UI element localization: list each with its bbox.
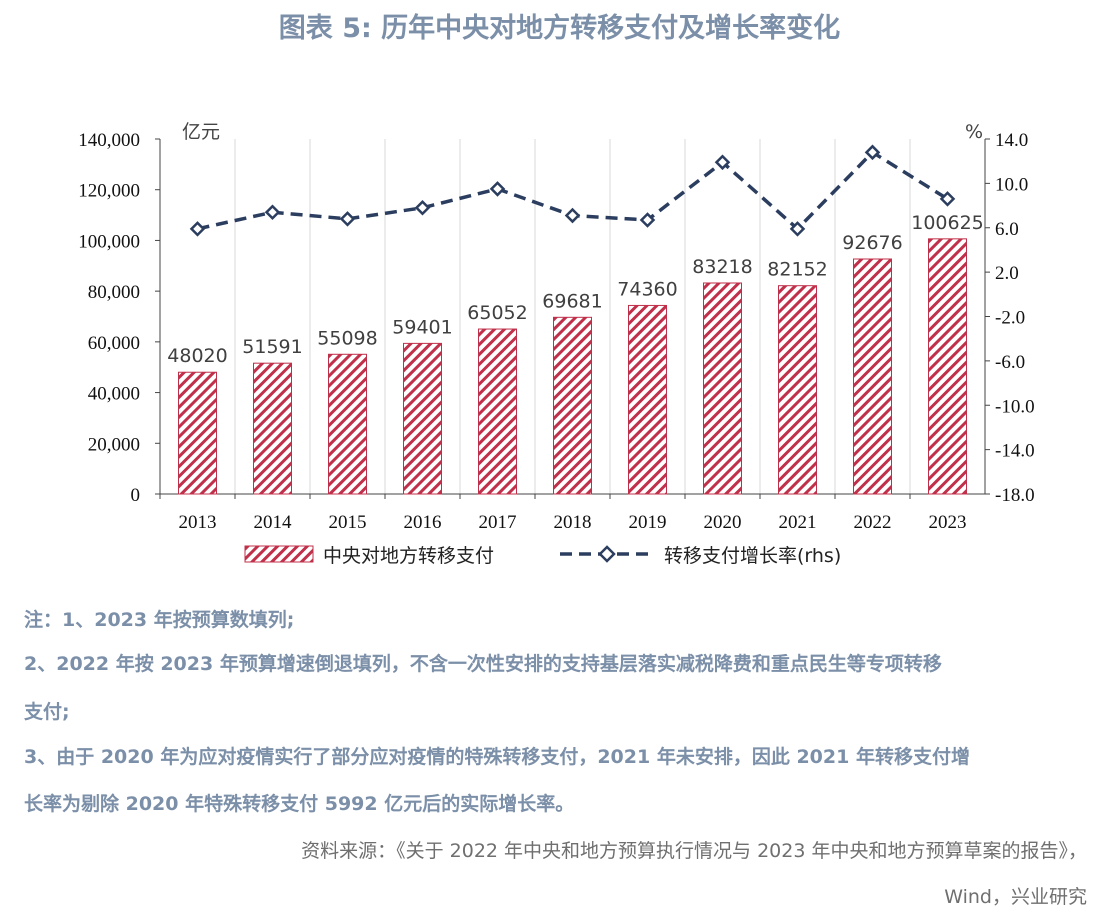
bar: [253, 362, 292, 495]
source-line-2: Wind，兴业研究: [944, 886, 1087, 908]
bar-value-label: 69681: [542, 290, 602, 312]
note-3: 3、由于 2020 年为应对疫情实行了部分应对疫情的特殊转移支付，2021 年未…: [24, 746, 970, 768]
legend-line-marker: [598, 545, 616, 563]
growth-rate-point: [639, 212, 656, 228]
growth-rate-point: [414, 200, 431, 216]
right-tick-label: 2.0: [995, 263, 1019, 284]
right-tick-label: -2.0: [995, 308, 1025, 329]
bar: [178, 371, 217, 495]
growth-rate-point: [189, 221, 206, 237]
right-tick-label: -10.0: [995, 396, 1035, 417]
growth-rate-point: [789, 221, 806, 237]
x-tick-label: 2017: [479, 512, 517, 533]
left-axis-unit: 亿元: [182, 121, 220, 143]
bar: [478, 328, 517, 495]
left-tick-label: 0: [131, 485, 141, 506]
note-2-cont: 支付;: [24, 701, 70, 723]
growth-rate-point: [489, 181, 506, 197]
legend-line-label: 转移支付增长率(rhs): [664, 545, 841, 567]
chart-title: 图表 5: 历年中央对地方转移支付及增长率变化: [278, 13, 841, 44]
bar-value-label: 74360: [617, 278, 677, 300]
growth-rate-point: [714, 154, 731, 171]
x-tick-label: 2021: [779, 512, 817, 533]
bar-value-label: 59401: [392, 316, 452, 338]
x-tick-label: 2023: [929, 512, 967, 533]
growth-rate-point: [864, 144, 881, 161]
bar-value-label: 83218: [692, 256, 752, 278]
left-tick-label: 80,000: [88, 282, 140, 303]
x-tick-label: 2015: [329, 512, 367, 533]
right-tick-label: 6.0: [995, 219, 1019, 240]
right-tick-label: 14.0: [995, 130, 1028, 151]
bar: [778, 285, 817, 495]
legend-bar-swatch: [244, 545, 314, 563]
bar-value-label: 48020: [167, 345, 227, 367]
bar-value-label: 65052: [467, 302, 527, 324]
left-tick-label: 140,000: [78, 130, 140, 151]
bar: [853, 258, 892, 495]
bar: [628, 304, 667, 495]
x-tick-label: 2016: [404, 512, 442, 533]
bar: [403, 342, 442, 495]
bar: [928, 238, 967, 495]
x-tick-label: 2019: [629, 512, 667, 533]
left-tick-label: 60,000: [88, 333, 140, 354]
growth-rate-point: [564, 207, 581, 224]
growth-rate-point: [939, 191, 956, 207]
bar-value-label: 82152: [767, 259, 827, 281]
bar: [703, 282, 742, 495]
x-tick-label: 2022: [854, 512, 892, 533]
bar-value-label: 92676: [842, 232, 902, 254]
left-tick-label: 120,000: [78, 181, 140, 202]
left-tick-label: 100,000: [78, 231, 140, 252]
left-tick-label: 20,000: [88, 434, 140, 455]
bar-value-label: 100625: [911, 212, 984, 234]
legend-bar-label: 中央对地方转移支付: [323, 545, 494, 567]
chart-area: 48020 51591 55098 59401 65052 69681 74360 83218…: [78, 121, 1035, 567]
right-tick-label: 10.0: [995, 174, 1028, 195]
note-2: 2、2022 年按 2023 年预算增速倒退填列，不含一次性安排的支持基层落实减…: [24, 653, 942, 675]
right-tick-label: -18.0: [995, 485, 1035, 506]
right-tick-label: -6.0: [995, 352, 1025, 373]
x-tick-label: 2013: [179, 512, 217, 533]
bar-value-label: 55098: [317, 327, 377, 349]
note-3-cont: 长率为剔除 2020 年特殊转移支付 5992 亿元后的实际增长率。: [24, 793, 575, 815]
left-tick-label: 40,000: [88, 384, 140, 405]
source-line-1: 资料来源：《关于 2022 年中央和地方预算执行情况与 2023 年中央和地方预…: [301, 840, 1087, 862]
bar: [553, 316, 592, 495]
right-axis-unit: %: [965, 121, 983, 143]
note-1: 注：1、2023 年按预算数填列;: [24, 609, 295, 631]
x-tick-label: 2018: [554, 512, 592, 533]
right-tick-label: -14.0: [995, 441, 1035, 462]
growth-rate-point: [339, 211, 356, 227]
x-tick-label: 2020: [704, 512, 742, 533]
growth-rate-point: [264, 204, 281, 220]
x-tick-label: 2014: [254, 512, 293, 533]
bar-value-label: 51591: [242, 336, 302, 358]
bar: [328, 353, 367, 495]
